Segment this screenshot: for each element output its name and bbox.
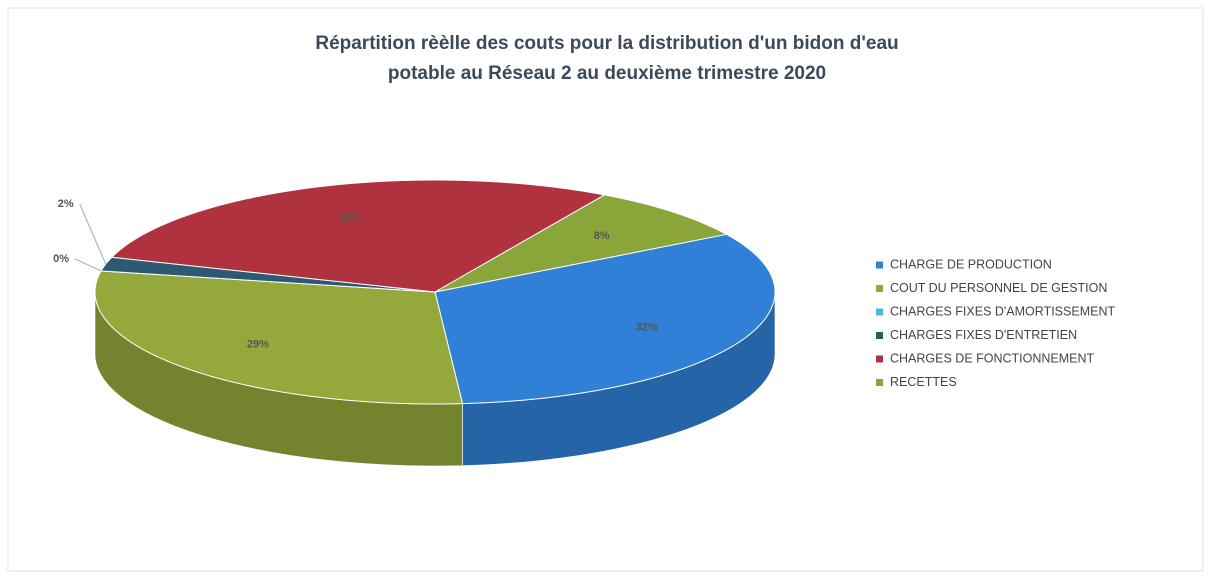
legend-label: RECETTES — [890, 375, 957, 389]
legend-label: CHARGES FIXES D'AMORTISSEMENT — [890, 304, 1115, 318]
legend-swatch — [876, 355, 883, 363]
legend-label: COUT DU PERSONNEL DE GESTION — [890, 281, 1107, 295]
pie-slice — [434, 233, 776, 405]
legend-label: CHARGE DE PRODUCTION — [890, 257, 1052, 271]
pie-slice — [110, 179, 606, 293]
data-label: 32% — [636, 322, 658, 334]
pie-slice — [434, 194, 728, 293]
pie-tops — [94, 179, 776, 405]
legend-swatch — [876, 285, 883, 292]
leader-line — [79, 203, 107, 265]
chart-title: potable au Réseau 2 au deuxième trimestr… — [388, 63, 826, 84]
data-label: 28% — [339, 213, 361, 225]
data-label: 0% — [53, 253, 69, 265]
data-label: 2% — [58, 198, 74, 210]
legend-label: CHARGES FIXES D'ENTRETIEN — [890, 328, 1077, 342]
data-label: 8% — [594, 230, 610, 242]
pie-slice — [94, 270, 464, 405]
legend-label: CHARGES DE FONCTIONNEMENT — [890, 351, 1095, 365]
data-label: 29% — [247, 338, 269, 350]
chart-title: Répartition rèèlle des couts pour la dis… — [315, 33, 898, 54]
legend-swatch — [876, 308, 883, 316]
legend-swatch — [876, 379, 883, 386]
leader-line — [74, 258, 102, 272]
legend-swatch — [876, 332, 883, 339]
legend-swatch — [876, 261, 883, 269]
